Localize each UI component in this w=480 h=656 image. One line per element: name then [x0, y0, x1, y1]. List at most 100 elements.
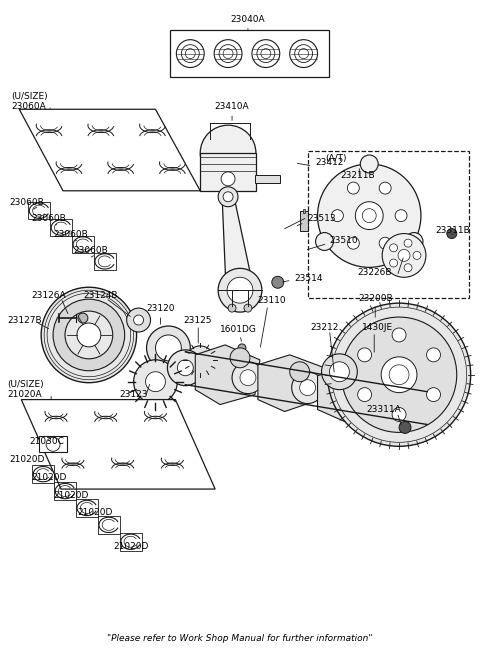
Circle shape	[392, 328, 406, 342]
Circle shape	[146, 326, 190, 370]
Text: 23124B: 23124B	[84, 291, 118, 300]
Text: 23513: 23513	[308, 214, 336, 223]
Text: 23226B: 23226B	[357, 268, 392, 277]
Circle shape	[53, 299, 125, 371]
Text: 23200B: 23200B	[358, 294, 393, 302]
Polygon shape	[377, 376, 437, 432]
Text: 23060B: 23060B	[53, 230, 88, 239]
Polygon shape	[21, 400, 215, 489]
Circle shape	[351, 382, 383, 413]
Circle shape	[228, 304, 236, 312]
Bar	[39, 436, 67, 452]
Polygon shape	[19, 110, 200, 191]
Circle shape	[360, 390, 375, 405]
Circle shape	[404, 264, 412, 272]
Text: 23127B: 23127B	[7, 316, 42, 325]
Circle shape	[227, 277, 253, 303]
Circle shape	[358, 348, 372, 362]
Circle shape	[341, 317, 457, 432]
Text: 23060B: 23060B	[73, 246, 108, 255]
Circle shape	[404, 239, 412, 247]
Circle shape	[168, 350, 203, 386]
Circle shape	[65, 311, 113, 359]
Circle shape	[223, 49, 233, 58]
Bar	[94, 253, 116, 270]
Circle shape	[427, 388, 441, 401]
Circle shape	[232, 362, 264, 394]
Bar	[170, 30, 329, 77]
Circle shape	[194, 354, 206, 366]
Bar	[54, 482, 76, 500]
Circle shape	[127, 308, 151, 332]
Circle shape	[219, 45, 237, 62]
Circle shape	[133, 315, 144, 325]
Circle shape	[351, 374, 371, 394]
Polygon shape	[222, 197, 254, 290]
Circle shape	[156, 335, 181, 361]
Circle shape	[176, 39, 204, 68]
Circle shape	[362, 209, 376, 222]
Bar	[98, 516, 120, 533]
Text: 21020D: 21020D	[53, 491, 88, 499]
Circle shape	[379, 182, 391, 194]
Circle shape	[398, 249, 410, 261]
Circle shape	[221, 172, 235, 186]
Circle shape	[290, 39, 318, 68]
Circle shape	[395, 210, 407, 222]
Circle shape	[392, 407, 406, 421]
Text: 23060B: 23060B	[31, 214, 66, 223]
Text: 23510: 23510	[329, 236, 358, 245]
Circle shape	[329, 362, 349, 382]
Circle shape	[292, 372, 324, 403]
Text: 23125: 23125	[183, 316, 212, 325]
Text: 23060B: 23060B	[9, 198, 44, 207]
Text: 23120: 23120	[146, 304, 175, 313]
Circle shape	[214, 39, 242, 68]
Text: 23040A: 23040A	[231, 15, 265, 24]
Circle shape	[315, 233, 334, 251]
Text: 23123: 23123	[120, 390, 148, 399]
Bar	[255, 175, 280, 183]
Circle shape	[348, 182, 360, 194]
Text: 21030C: 21030C	[30, 437, 65, 446]
Circle shape	[360, 155, 378, 173]
Circle shape	[78, 313, 88, 323]
Circle shape	[381, 357, 417, 393]
Circle shape	[272, 276, 284, 288]
Circle shape	[300, 380, 315, 396]
Circle shape	[218, 268, 262, 312]
Bar	[300, 211, 308, 230]
Polygon shape	[258, 355, 324, 411]
Circle shape	[295, 45, 312, 62]
Polygon shape	[318, 366, 384, 421]
Circle shape	[46, 438, 60, 451]
Circle shape	[409, 390, 445, 426]
Bar	[76, 499, 98, 517]
Circle shape	[405, 233, 423, 251]
Circle shape	[257, 45, 275, 62]
Circle shape	[427, 348, 441, 362]
Circle shape	[133, 359, 178, 403]
Text: 23410A: 23410A	[215, 102, 249, 111]
Text: 23110: 23110	[257, 296, 286, 304]
Text: 1601DG: 1601DG	[219, 325, 256, 335]
Circle shape	[261, 49, 271, 58]
Circle shape	[399, 421, 411, 434]
Circle shape	[200, 125, 256, 181]
Circle shape	[390, 244, 397, 252]
Circle shape	[413, 251, 421, 259]
Text: (A/T): (A/T)	[325, 154, 347, 163]
Circle shape	[77, 323, 101, 347]
Circle shape	[299, 49, 309, 58]
Bar	[302, 209, 305, 213]
Text: 21020D: 21020D	[77, 508, 112, 518]
Circle shape	[318, 164, 421, 268]
Circle shape	[244, 304, 252, 312]
Text: (U/SIZE)
23060A: (U/SIZE) 23060A	[12, 92, 48, 111]
Text: "Please refer to Work Shop Manual for further information": "Please refer to Work Shop Manual for fu…	[107, 634, 373, 643]
Circle shape	[290, 362, 310, 382]
Text: 21020D: 21020D	[113, 543, 148, 551]
Circle shape	[230, 348, 250, 368]
Text: 23514: 23514	[295, 274, 323, 283]
Bar	[120, 533, 142, 550]
